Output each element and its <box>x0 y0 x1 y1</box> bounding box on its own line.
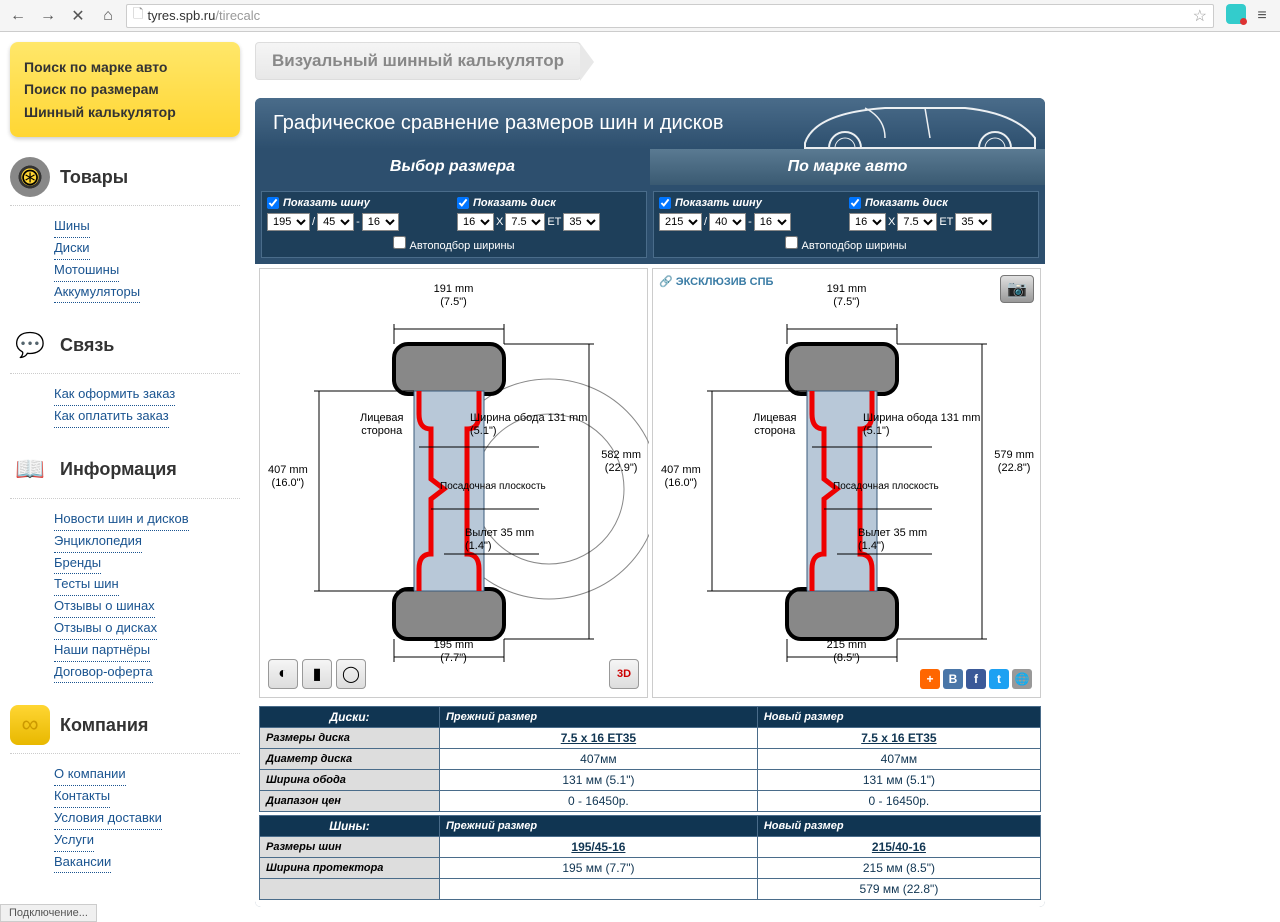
wheel-icon: ⊛ <box>10 157 50 197</box>
sidebar-link[interactable]: Отзывы о шинах <box>54 596 155 618</box>
company-icon: ∞ <box>10 705 50 745</box>
tire-rim-left[interactable]: 16 <box>362 213 399 231</box>
calculator-header: Графическое сравнение размеров шин и дис… <box>255 98 1045 149</box>
disc-rim-left[interactable]: 16 <box>457 213 494 231</box>
info-section: 📖 Информация Новости шин и дисковЭнцикло… <box>10 450 240 683</box>
home-button[interactable]: ⌂ <box>96 4 120 28</box>
tire-profile-right[interactable]: 40 <box>709 213 746 231</box>
sidebar-link[interactable]: Аккумуляторы <box>54 282 140 304</box>
search-box: Поиск по марке авто Поиск по размерам Ши… <box>10 42 240 137</box>
right-selector-group: Показать шину 215/ 40- 16 Показать диск … <box>653 191 1039 258</box>
disc-et-left[interactable]: 35 <box>563 213 600 231</box>
disc-width-right[interactable]: 7.5 <box>897 213 937 231</box>
show-disc-left[interactable]: Показать диск <box>457 197 641 209</box>
sidebar-link[interactable]: Отзывы о дисках <box>54 618 157 640</box>
url-host: tyres.spb.ru <box>147 8 215 23</box>
sidebar-link[interactable]: Как оформить заказ <box>54 384 175 406</box>
diagram-right: 🔗 ЭКСКЛЮЗИВ СПБ 📷 + B f t 🌐 <box>652 268 1041 698</box>
sidebar-link[interactable]: Услуги <box>54 830 94 852</box>
stop-button[interactable]: ✕ <box>66 4 90 28</box>
sidebar-link[interactable]: Бренды <box>54 553 101 575</box>
browser-toolbar: ← → ✕ ⌂ 🗋 tyres.spb.ru/tirecalc ☆ ≡ <box>0 0 1280 32</box>
sidebar-link[interactable]: Новости шин и дисков <box>54 509 189 531</box>
discs-table: Диски:Прежний размерНовый размерРазмеры … <box>259 706 1041 812</box>
show-tire-right[interactable]: Показать шину <box>659 197 843 209</box>
contact-title: Связь <box>60 335 114 356</box>
tires-table: Шины:Прежний размерНовый размерРазмеры ш… <box>259 815 1041 900</box>
show-tire-left[interactable]: Показать шину <box>267 197 451 209</box>
tire-width-right[interactable]: 215 <box>659 213 702 231</box>
calculator-title: Графическое сравнение размеров шин и дис… <box>273 112 723 134</box>
contact-section: 💬 Связь Как оформить заказКак оплатить з… <box>10 325 240 428</box>
breadcrumb: Визуальный шинный калькулятор <box>255 42 581 80</box>
status-bar: Подключение... <box>0 904 97 922</box>
left-selector-group: Показать шину 195/ 45- 16 Показать диск … <box>261 191 647 258</box>
menu-button[interactable]: ≡ <box>1250 4 1274 28</box>
back-button[interactable]: ← <box>6 4 30 28</box>
search-by-car[interactable]: Поиск по марке авто <box>24 56 226 78</box>
results-tables: Диски:Прежний размерНовый размерРазмеры … <box>255 702 1045 907</box>
sidebar-link[interactable]: Наши партнёры <box>54 640 150 662</box>
auto-width-left[interactable]: Автоподбор ширины <box>393 240 514 252</box>
tire-width-left[interactable]: 195 <box>267 213 310 231</box>
tire-cross-section <box>652 299 1042 694</box>
tire-calculator[interactable]: Шинный калькулятор <box>24 101 226 123</box>
company-section: ∞ Компания О компанииКонтактыУсловия дос… <box>10 705 240 873</box>
sidebar-link[interactable]: Как оплатить заказ <box>54 406 169 428</box>
info-title: Информация <box>60 459 177 480</box>
chat-icon: 💬 <box>10 325 50 365</box>
tabs: Выбор размера По марке авто <box>255 149 1045 185</box>
brand-logo: 🔗 ЭКСКЛЮЗИВ СПБ <box>659 275 773 288</box>
sidebar-link[interactable]: Шины <box>54 216 90 238</box>
main-content: Визуальный шинный калькулятор Графическо… <box>240 42 1280 907</box>
sidebar-link[interactable]: Условия доставки <box>54 808 162 830</box>
url-path: /tirecalc <box>215 8 260 23</box>
car-icon <box>785 98 1045 149</box>
tab-by-size[interactable]: Выбор размера <box>255 149 650 185</box>
selectors: Показать шину 195/ 45- 16 Показать диск … <box>255 185 1045 264</box>
tab-by-car[interactable]: По марке авто <box>650 149 1045 185</box>
disc-width-left[interactable]: 7.5 <box>505 213 545 231</box>
sidebar-link[interactable]: Диски <box>54 238 90 260</box>
tire-cross-section <box>259 299 649 694</box>
sidebar: Поиск по марке авто Поиск по размерам Ши… <box>10 42 240 907</box>
products-section: ⊛ Товары ШиныДискиМотошиныАккумуляторы <box>10 157 240 303</box>
sidebar-link[interactable]: О компании <box>54 764 126 786</box>
products-title: Товары <box>60 167 128 188</box>
sidebar-link[interactable]: Вакансии <box>54 852 111 874</box>
diagrams: ◐ ▮ ◯ 3D <box>255 264 1045 702</box>
disc-et-right[interactable]: 35 <box>955 213 992 231</box>
url-bar[interactable]: 🗋 tyres.spb.ru/tirecalc ☆ <box>126 4 1214 28</box>
show-disc-right[interactable]: Показать диск <box>849 197 1033 209</box>
forward-button[interactable]: → <box>36 4 60 28</box>
company-title: Компания <box>60 715 148 736</box>
extension-icon[interactable] <box>1226 4 1246 24</box>
tire-profile-left[interactable]: 45 <box>317 213 354 231</box>
sidebar-link[interactable]: Тесты шин <box>54 574 119 596</box>
auto-width-right[interactable]: Автоподбор ширины <box>785 240 906 252</box>
book-icon: 📖 <box>10 450 50 490</box>
sidebar-link[interactable]: Контакты <box>54 786 110 808</box>
sidebar-link[interactable]: Договор-оферта <box>54 662 153 684</box>
diagram-left: ◐ ▮ ◯ 3D <box>259 268 648 698</box>
bookmark-icon[interactable]: ☆ <box>1193 6 1207 26</box>
calculator-panel: Графическое сравнение размеров шин и дис… <box>255 98 1045 907</box>
sidebar-link[interactable]: Мотошины <box>54 260 119 282</box>
disc-rim-right[interactable]: 16 <box>849 213 886 231</box>
tire-rim-right[interactable]: 16 <box>754 213 791 231</box>
search-by-size[interactable]: Поиск по размерам <box>24 78 226 100</box>
sidebar-link[interactable]: Энциклопедия <box>54 531 142 553</box>
